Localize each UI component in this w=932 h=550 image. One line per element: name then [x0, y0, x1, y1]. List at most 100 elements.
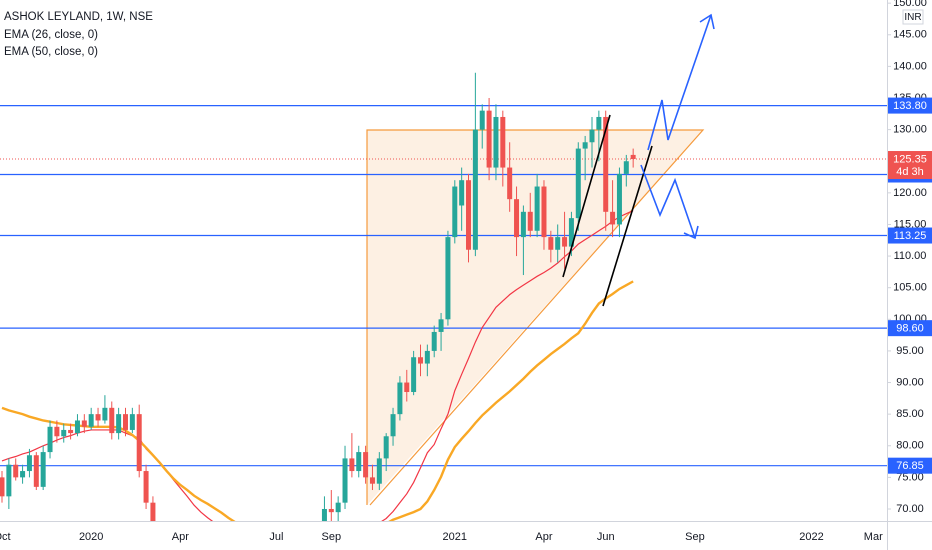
candle-body — [129, 414, 135, 430]
level-label: 133.80 — [893, 100, 927, 112]
candle-body — [589, 129, 595, 143]
candle-body — [116, 414, 122, 434]
candle-body — [486, 110, 492, 168]
candle-body — [150, 502, 156, 521]
y-tick-label: 120.00 — [893, 187, 927, 199]
x-tick-label: 2021 — [443, 531, 467, 543]
candle-body — [575, 148, 581, 219]
candle-body — [20, 471, 26, 478]
x-tick-label: Sep — [322, 531, 342, 543]
y-tick-label: 80.00 — [896, 440, 924, 452]
candle-body — [438, 319, 444, 332]
candle-body — [122, 414, 128, 430]
candle-body — [493, 116, 499, 168]
x-tick-label: Jul — [269, 531, 283, 543]
candle-body — [328, 508, 334, 513]
candle-body — [404, 382, 410, 393]
y-tick-label: 115.00 — [894, 218, 927, 230]
triangle-outline — [366, 129, 705, 506]
y-tick-label: 150.00 — [893, 0, 927, 9]
candle-body — [479, 110, 485, 130]
candle-body — [342, 458, 348, 503]
candle-body — [472, 129, 478, 250]
candle-body — [527, 211, 533, 231]
candle-body — [6, 464, 12, 497]
countdown-label: 4d 3h — [896, 166, 924, 178]
candle-body — [514, 199, 520, 238]
x-tick-label: Mar — [864, 531, 883, 543]
y-tick-label: 95.00 — [896, 345, 924, 357]
candle-body — [349, 458, 355, 472]
x-tick-label: 2020 — [79, 531, 103, 543]
ema-line — [1, 280, 634, 521]
candle-body — [321, 508, 327, 521]
y-tick-label: 70.00 — [896, 503, 924, 515]
candle-body — [424, 350, 430, 364]
last-price-box — [888, 151, 932, 180]
level-label: 98.60 — [896, 323, 924, 335]
candle-body — [47, 426, 53, 453]
candle-body — [61, 429, 67, 437]
legend-entry: EMA (26, close, 0) — [4, 29, 98, 41]
candle-body — [623, 161, 629, 174]
candle-body — [390, 414, 396, 437]
arrow-head — [699, 13, 715, 30]
y-tick-label: 145.00 — [893, 29, 927, 41]
x-axis: Oct 2020 Apr Jul Sep 2021 Apr Jun Sep 2022 Mar — [0, 531, 883, 543]
candle-body — [54, 426, 60, 437]
candle-body — [548, 237, 554, 250]
candle-body — [74, 420, 80, 434]
level-label-box — [888, 320, 932, 337]
y-tick-label: 140.00 — [893, 60, 927, 72]
candle-body — [335, 502, 341, 513]
candle-body — [562, 237, 568, 247]
candle-body — [33, 455, 39, 487]
candle-body — [13, 464, 19, 478]
candle-body — [431, 331, 437, 351]
x-tick-label: Jun — [597, 531, 615, 543]
candle-body — [136, 414, 142, 472]
candle-body — [534, 186, 540, 231]
y-tick-label: 110.00 — [894, 250, 927, 262]
candle-body — [610, 211, 616, 225]
y-tick-label: 85.00 — [896, 408, 924, 420]
chart-title: ASHOK LEYLAND, 1W, NSE — [4, 11, 153, 23]
candle-body — [630, 154, 636, 160]
candle-body — [555, 237, 561, 250]
level-label-box — [888, 227, 932, 244]
level-label: 113.25 — [894, 230, 927, 242]
candle-body — [466, 180, 472, 250]
candle-body — [363, 452, 369, 478]
ema-line — [1, 210, 634, 521]
candle-body — [507, 167, 513, 200]
candle-body — [143, 471, 149, 503]
candle-body — [397, 382, 403, 415]
candle-body — [596, 116, 602, 130]
x-tick-label: Apr — [535, 531, 552, 543]
y-tick-label: 105.00 — [893, 282, 927, 294]
candle-body — [452, 186, 458, 238]
candle-body — [445, 237, 451, 320]
trend-line — [562, 114, 611, 278]
candle-body — [459, 180, 465, 206]
plot-area — [0, 13, 887, 521]
arrow-head — [683, 225, 699, 240]
projection-arrow — [647, 14, 712, 151]
candle-body — [520, 211, 526, 238]
y-tick-label: 90.00 — [896, 376, 924, 388]
candle-body — [0, 477, 5, 497]
level-label-box — [888, 97, 932, 114]
candle-body — [417, 357, 423, 364]
candle-body — [603, 116, 609, 212]
candle-body — [411, 357, 417, 393]
x-tick-label: Oct — [0, 531, 11, 543]
last-price-label: 125.35 — [893, 153, 927, 165]
candle-body — [376, 458, 382, 484]
level-label-box — [888, 457, 932, 474]
legend-entry: EMA (50, close, 0) — [4, 46, 98, 58]
currency-box — [902, 9, 924, 25]
candle-body — [356, 452, 362, 472]
